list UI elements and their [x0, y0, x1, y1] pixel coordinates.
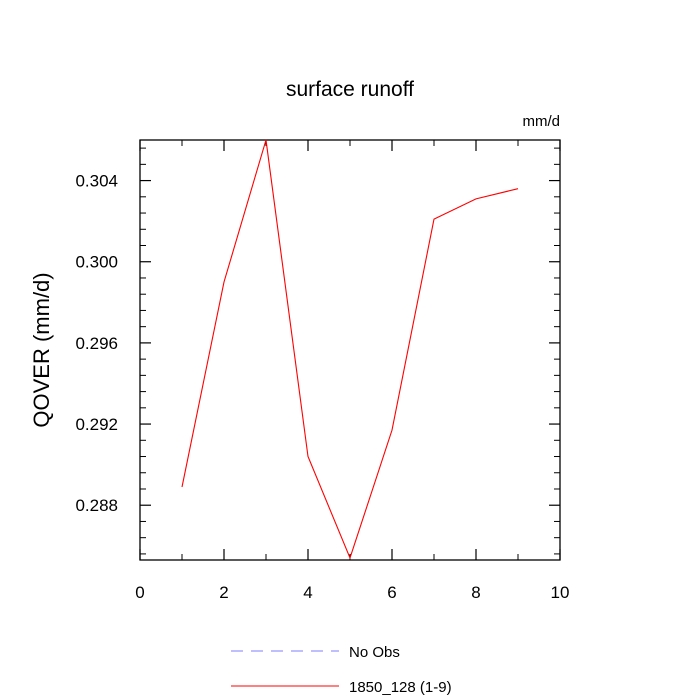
series-layer: [181, 139, 519, 560]
y-tick-label: 0.288: [75, 496, 118, 515]
y-tick-label: 0.304: [75, 172, 118, 191]
series-line: [181, 139, 519, 560]
legend: No Obs 1850_128 (1-9): [231, 644, 452, 696]
axis-tick-labels: 0 2 4 6 8 10 0.288 0.292 0.296 0.300 0.304: [75, 172, 569, 602]
y-axis-label: QOVER (mm/d): [29, 272, 54, 427]
axis-ticks: [139, 140, 561, 560]
x-tick-label: 10: [551, 583, 570, 602]
legend-label: 1850_128 (1-9): [349, 679, 452, 696]
x-tick-label: 6: [387, 583, 396, 602]
x-tick-label: 2: [219, 583, 228, 602]
chart-title: surface runoff: [286, 78, 414, 101]
plot-frame: [139, 139, 561, 561]
y-tick-label: 0.300: [75, 253, 118, 272]
x-tick-label: 0: [135, 583, 144, 602]
legend-label: No Obs: [349, 644, 400, 661]
x-tick-label: 8: [471, 583, 480, 602]
x-tick-label: 4: [303, 583, 312, 602]
y-tick-label: 0.292: [75, 415, 118, 434]
y-tick-label: 0.296: [75, 334, 118, 353]
units-label: mm/d: [523, 113, 561, 130]
